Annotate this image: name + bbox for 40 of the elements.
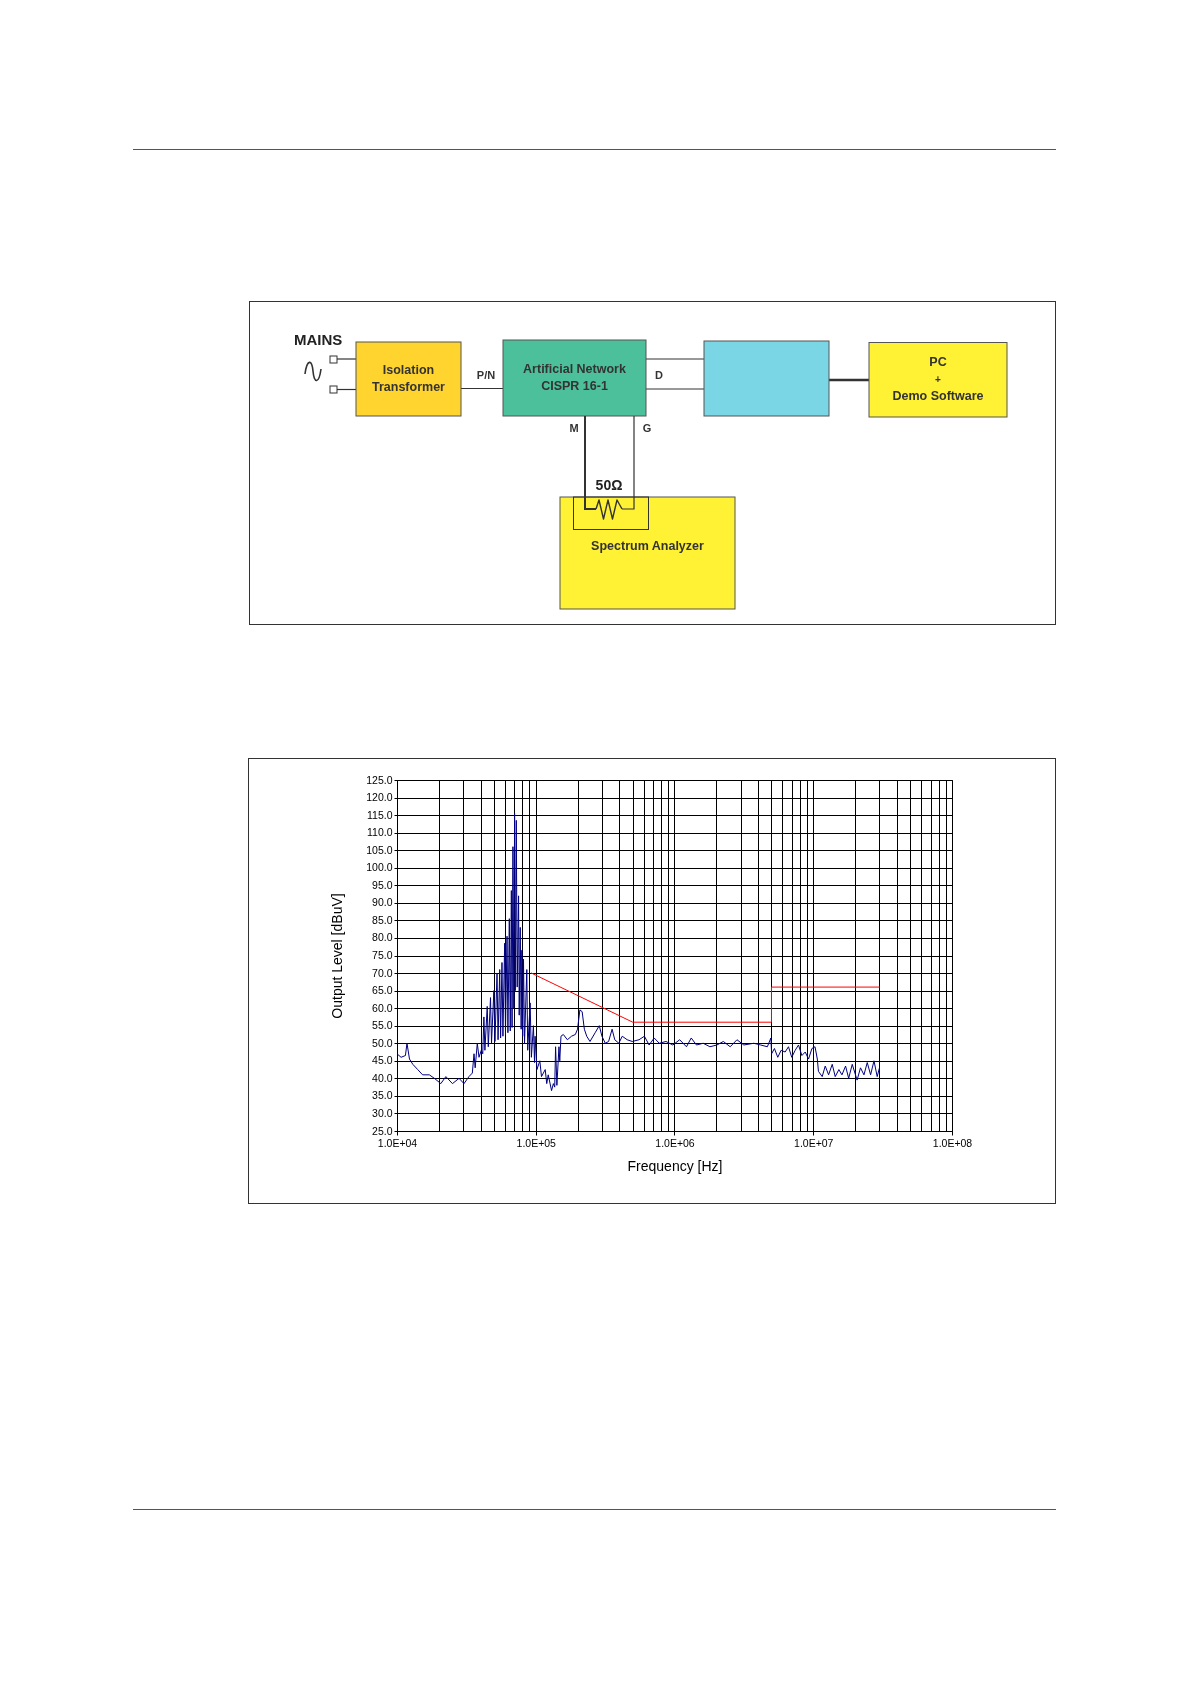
x-tick-label: 1.0E+05 [516, 1136, 557, 1149]
text: 50Ω [595, 477, 623, 494]
y-tick-label: 60.0 [372, 1001, 393, 1014]
y-tick-label: 70.0 [372, 966, 393, 979]
text: MAINS [294, 330, 343, 348]
text: Demo Software [892, 388, 984, 405]
y-tick-label: 55.0 [372, 1019, 393, 1032]
x-tick-label: 1.0E+08 [932, 1136, 973, 1149]
y-tick-label: 45.0 [372, 1054, 393, 1067]
y-tick-label: 40.0 [372, 1071, 393, 1084]
text: Artificial Network CISPR 16-1 [522, 361, 627, 395]
x-tick-label: 1.0E+06 [655, 1136, 695, 1149]
text: Isolation Transformer [371, 362, 446, 396]
text: M [569, 421, 579, 436]
text: D [655, 367, 663, 383]
y-tick-label: 115.0 [367, 808, 393, 821]
x-tick-label: 1.0E+07 [794, 1136, 834, 1149]
x-axis-title: Frequency [Hz] [627, 1158, 723, 1174]
x-tick-label: 1.0E+04 [377, 1136, 418, 1149]
y-tick-label: 80.0 [372, 931, 393, 944]
y-tick-label: 110.0 [367, 826, 393, 839]
y-tick-label: 75.0 [372, 949, 393, 961]
y-tick-label: 105.0 [366, 843, 393, 856]
text: PC [929, 354, 947, 371]
y-tick-label: 25.0 [372, 1124, 393, 1137]
y-tick-label: 90.0 [372, 896, 393, 909]
y-tick-label: 100.0 [366, 861, 393, 874]
text: P/N [476, 367, 496, 383]
text: Spectrum Analyzer [591, 537, 704, 555]
y-tick-label: 30.0 [372, 1106, 393, 1119]
y-tick-label: 35.0 [372, 1089, 393, 1102]
y-tick-label: 85.0 [372, 913, 393, 926]
y-axis-title: Output Level [dBuV] [329, 893, 346, 1019]
y-tick-label: 95.0 [372, 878, 393, 891]
text: G [642, 421, 652, 436]
y-tick-label: 120.0 [366, 791, 393, 804]
y-tick-label: 125.0 [366, 773, 393, 786]
y-tick-label: 50.0 [372, 1036, 393, 1049]
text: + [935, 373, 941, 387]
y-tick-label: 65.0 [372, 984, 393, 997]
